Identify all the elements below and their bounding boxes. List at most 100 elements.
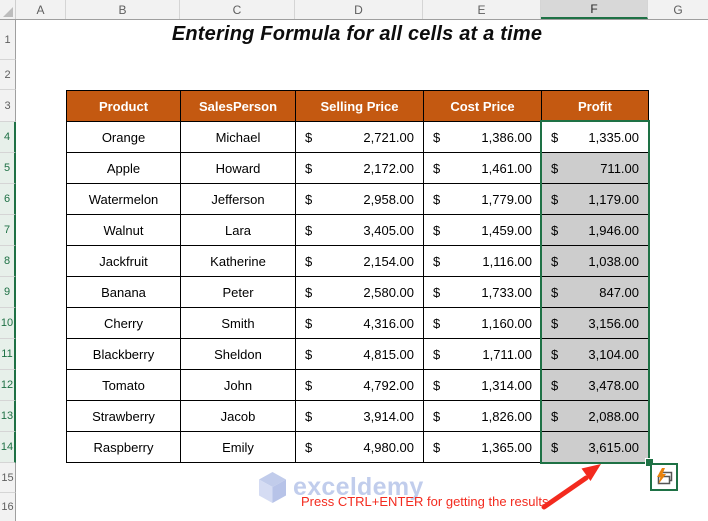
cell-cost-price[interactable]: $ 1,386.00 <box>424 122 542 153</box>
table-header-cell[interactable]: Profit <box>542 91 649 122</box>
currency-symbol: $ <box>433 377 441 393</box>
cell-selling-price[interactable]: $ 2,154.00 <box>296 246 424 277</box>
row-header[interactable]: 4 <box>0 122 16 153</box>
cell-product[interactable]: Watermelon <box>67 184 181 215</box>
row-header[interactable]: 5 <box>0 153 16 184</box>
row-header[interactable]: 11 <box>0 339 16 370</box>
cell-profit[interactable]: $ 847.00 <box>542 277 649 308</box>
cell-salesperson[interactable]: Sheldon <box>181 339 296 370</box>
cell-selling-price[interactable]: $ 2,172.00 <box>296 153 424 184</box>
cell-salesperson[interactable]: Lara <box>181 215 296 246</box>
cell-cost-price[interactable]: $ 1,461.00 <box>424 153 542 184</box>
cell-salesperson[interactable]: John <box>181 370 296 401</box>
select-all-corner[interactable] <box>0 0 16 19</box>
cell-profit[interactable]: $ 3,156.00 <box>542 308 649 339</box>
cell-salesperson[interactable]: Howard <box>181 153 296 184</box>
cell-product[interactable]: Strawberry <box>67 401 181 432</box>
cell-product[interactable]: Tomato <box>67 370 181 401</box>
column-header[interactable]: D <box>295 0 423 19</box>
row-header[interactable]: 3 <box>0 90 16 122</box>
cost-price-value: 1,365.00 <box>481 439 532 455</box>
cell-selling-price[interactable]: $ 2,580.00 <box>296 277 424 308</box>
cell-profit[interactable]: $ 1,038.00 <box>542 246 649 277</box>
row-header[interactable]: 16 <box>0 493 16 521</box>
currency-symbol: $ <box>551 160 559 176</box>
column-header[interactable]: E <box>423 0 541 19</box>
selection-fill-handle[interactable] <box>645 458 654 467</box>
column-header[interactable]: F <box>541 0 648 19</box>
cell-cost-price[interactable]: $ 1,459.00 <box>424 215 542 246</box>
cell-salesperson[interactable]: Peter <box>181 277 296 308</box>
cell-cost-price[interactable]: $ 1,826.00 <box>424 401 542 432</box>
cell-selling-price[interactable]: $ 3,405.00 <box>296 215 424 246</box>
row-header[interactable]: 7 <box>0 215 16 246</box>
currency-symbol: $ <box>433 408 441 424</box>
cell-profit[interactable]: $ 1,179.00 <box>542 184 649 215</box>
row-header[interactable]: 1 <box>0 20 16 60</box>
row-header[interactable]: 13 <box>0 401 16 432</box>
row-header[interactable]: 10 <box>0 308 16 339</box>
row-header[interactable]: 14 <box>0 432 16 463</box>
cell-cost-price[interactable]: $ 1,711.00 <box>424 339 542 370</box>
profit-value: 1,335.00 <box>588 129 639 145</box>
row-header[interactable]: 12 <box>0 370 16 401</box>
column-header[interactable]: A <box>16 0 66 19</box>
currency-symbol: $ <box>305 346 313 362</box>
cell-cost-price[interactable]: $ 1,779.00 <box>424 184 542 215</box>
column-header[interactable]: B <box>66 0 180 19</box>
cost-price-value: 1,826.00 <box>481 408 532 424</box>
table-header-cell[interactable]: Cost Price <box>424 91 542 122</box>
row-header[interactable]: 6 <box>0 184 16 215</box>
cell-product[interactable]: Walnut <box>67 215 181 246</box>
table-header-cell[interactable]: Selling Price <box>296 91 424 122</box>
cell-salesperson[interactable]: Jefferson <box>181 184 296 215</box>
row-header[interactable]: 8 <box>0 246 16 277</box>
quick-analysis-button[interactable] <box>650 463 678 491</box>
cell-profit[interactable]: $ 3,615.00 <box>542 432 649 463</box>
cell-cost-price[interactable]: $ 1,365.00 <box>424 432 542 463</box>
row-header-label: 3 <box>4 99 11 112</box>
cell-product[interactable]: Blackberry <box>67 339 181 370</box>
cell-cost-price[interactable]: $ 1,733.00 <box>424 277 542 308</box>
cell-cost-price[interactable]: $ 1,314.00 <box>424 370 542 401</box>
currency-symbol: $ <box>305 377 313 393</box>
cell-profit[interactable]: $ 3,104.00 <box>542 339 649 370</box>
row-header[interactable]: 2 <box>0 60 16 90</box>
row-header-label: 12 <box>0 379 14 391</box>
cell-cost-price[interactable]: $ 1,116.00 <box>424 246 542 277</box>
table-header-cell[interactable]: SalesPerson <box>181 91 296 122</box>
cell-salesperson[interactable]: Katherine <box>181 246 296 277</box>
column-header[interactable]: C <box>180 0 295 19</box>
currency-symbol: $ <box>433 284 441 300</box>
cell-selling-price[interactable]: $ 2,721.00 <box>296 122 424 153</box>
cell-selling-price[interactable]: $ 4,980.00 <box>296 432 424 463</box>
selling-price-value: 2,172.00 <box>363 160 414 176</box>
cell-profit[interactable]: $ 2,088.00 <box>542 401 649 432</box>
cell-product[interactable]: Banana <box>67 277 181 308</box>
row-header[interactable]: 15 <box>0 463 16 493</box>
cell-selling-price[interactable]: $ 4,316.00 <box>296 308 424 339</box>
cell-product[interactable]: Orange <box>67 122 181 153</box>
cell-product[interactable]: Jackfruit <box>67 246 181 277</box>
cell-product[interactable]: Apple <box>67 153 181 184</box>
cell-salesperson[interactable]: Jacob <box>181 401 296 432</box>
cell-profit[interactable]: $ 3,478.00 <box>542 370 649 401</box>
cell-salesperson[interactable]: Emily <box>181 432 296 463</box>
cell-product[interactable]: Raspberry <box>67 432 181 463</box>
row-header[interactable]: 9 <box>0 277 16 308</box>
cell-product[interactable]: Cherry <box>67 308 181 339</box>
column-header[interactable]: G <box>648 0 708 19</box>
cell-selling-price[interactable]: $ 2,958.00 <box>296 184 424 215</box>
cell-profit[interactable]: $ 1,946.00 <box>542 215 649 246</box>
cell-selling-price[interactable]: $ 4,792.00 <box>296 370 424 401</box>
cell-selling-price[interactable]: $ 3,914.00 <box>296 401 424 432</box>
cell-profit[interactable]: $ 711.00 <box>542 153 649 184</box>
table-header-cell[interactable]: Product <box>67 91 181 122</box>
cell-cost-price[interactable]: $ 1,160.00 <box>424 308 542 339</box>
currency-symbol: $ <box>305 315 313 331</box>
cell-salesperson[interactable]: Smith <box>181 308 296 339</box>
cell-profit[interactable]: $ 1,335.00 <box>542 122 649 153</box>
cell-selling-price[interactable]: $ 4,815.00 <box>296 339 424 370</box>
selling-price-value: 4,316.00 <box>363 315 414 331</box>
cell-salesperson[interactable]: Michael <box>181 122 296 153</box>
